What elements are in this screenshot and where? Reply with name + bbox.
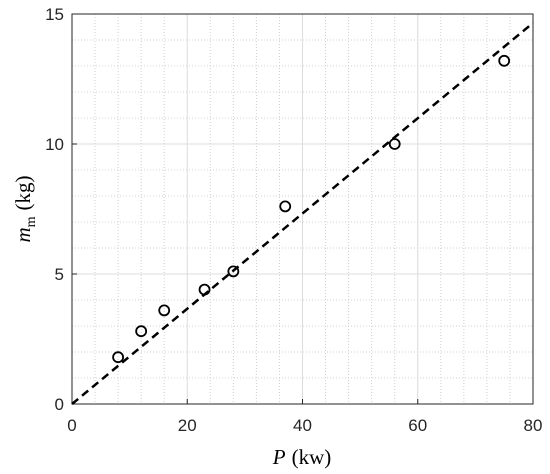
y-tick-label: 15 — [45, 5, 64, 24]
y-label-symbol: m — [11, 227, 35, 242]
y-tick-label: 0 — [55, 395, 64, 414]
y-axis-label: mm (kg) — [11, 175, 39, 242]
y-tick-label: 10 — [45, 135, 64, 154]
data-point — [135, 325, 148, 338]
x-tick-label: 20 — [178, 416, 197, 435]
x-tick-label: 60 — [408, 416, 427, 435]
data-point — [198, 283, 211, 296]
data-point — [388, 138, 401, 150]
data-point — [279, 200, 292, 213]
grid — [72, 14, 533, 404]
data-point — [498, 54, 511, 67]
x-tick-label: 80 — [524, 416, 543, 435]
y-label-unit: (kg) — [11, 175, 35, 210]
x-axis-label: P (kw) — [272, 445, 331, 469]
x-tick-label: 0 — [67, 416, 76, 435]
y-tick-label: 5 — [55, 265, 64, 284]
x-label-unit: (kw) — [292, 445, 332, 469]
data-point — [227, 265, 240, 278]
data-point — [158, 304, 171, 317]
y-label-subscript: m — [24, 216, 39, 227]
data-point — [112, 351, 124, 364]
x-tick-label: 40 — [293, 416, 312, 435]
fit-line — [71, 21, 534, 405]
plot-frame — [71, 13, 534, 405]
x-label-symbol: P — [272, 445, 286, 469]
